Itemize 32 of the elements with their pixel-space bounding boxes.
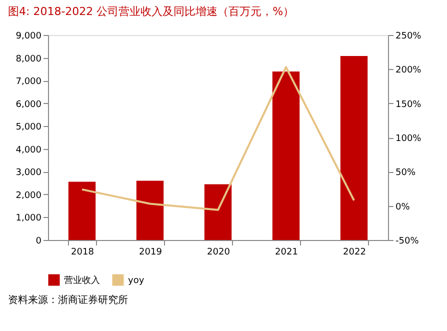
y-tick-label: 7,000 [16, 77, 42, 88]
legend-label: yoy [128, 276, 145, 286]
y-tick-label: 8,000 [16, 54, 42, 64]
y2-tick-label: -50% [396, 236, 420, 246]
x-tick-label: 2020 [207, 248, 230, 258]
y-tick-label: 1,000 [16, 214, 42, 224]
y-tick-label: 9,000 [16, 32, 42, 42]
x-tick-label: 2019 [139, 248, 162, 258]
x-tick-label: 2021 [275, 248, 298, 258]
y2-tick-label: 0% [396, 202, 410, 212]
text: 资料来源：浙商证券研究所 [8, 294, 128, 306]
y2-tick-label: 100% [396, 134, 422, 144]
y-tick-label: 5,000 [16, 122, 42, 133]
chart-title: 图4: 2018-2022 公司营业收入及同比增速（百万元，%） [8, 5, 294, 18]
y2-tick-label: 50% [396, 168, 416, 178]
bar [340, 56, 368, 240]
x-tick-label: 2022 [343, 248, 366, 258]
y-tick-label: 2,000 [16, 190, 42, 201]
line-series [81, 66, 355, 211]
y2-tick-label: 150% [396, 100, 422, 110]
bar [272, 71, 300, 240]
y2-tick-label: 200% [396, 66, 422, 76]
y-tick-label: 4,000 [16, 145, 42, 156]
bar [68, 182, 96, 240]
bar [204, 184, 232, 240]
y2-tick-label: 250% [396, 32, 422, 42]
y-tick-label: 6,000 [16, 100, 42, 110]
bar [136, 180, 164, 240]
y-tick-label: 3,000 [16, 168, 42, 178]
legend-label: 营业收入 [64, 275, 100, 286]
y-tick-label: 0 [36, 236, 42, 246]
x-tick-label: 2018 [71, 248, 94, 258]
